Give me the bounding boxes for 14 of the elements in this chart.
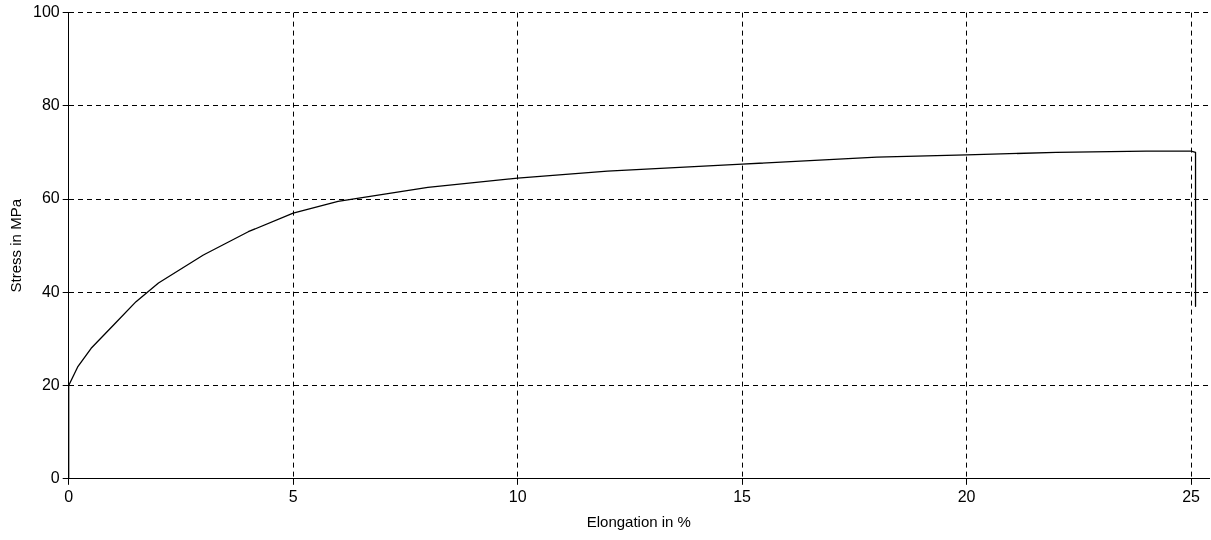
y-tick-label: 20: [41, 375, 60, 393]
y-tick-label: 80: [41, 96, 60, 114]
x-tick-label: 25: [1182, 487, 1201, 505]
x-tick-label: 10: [508, 487, 527, 505]
x-tick-label: 20: [957, 487, 976, 505]
y-tick-label: 100: [32, 3, 60, 21]
x-axis-title: Elongation in %: [586, 513, 691, 531]
x-tick-label: 15: [733, 487, 752, 505]
y-axis-title: Stress in MPa: [7, 198, 25, 293]
y-tick-label: 40: [41, 282, 60, 300]
y-tick-label: 0: [50, 469, 60, 487]
x-tick-label: 5: [288, 487, 298, 505]
y-tick-label: 60: [41, 189, 60, 207]
x-tick-label: 0: [64, 487, 74, 505]
